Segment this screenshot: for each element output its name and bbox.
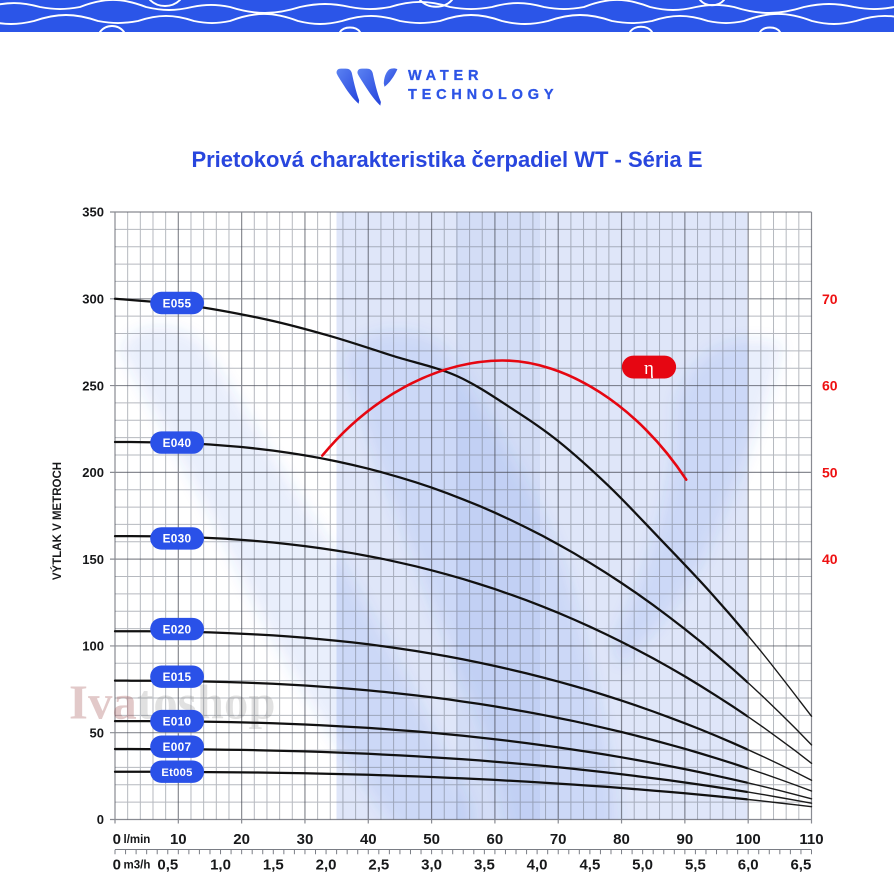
svg-text:E055: E055 bbox=[163, 296, 192, 310]
svg-text:250: 250 bbox=[82, 378, 104, 393]
svg-text:4,0: 4,0 bbox=[527, 856, 548, 873]
svg-text:E010: E010 bbox=[163, 714, 192, 728]
svg-text:200: 200 bbox=[82, 465, 104, 480]
svg-text:100: 100 bbox=[82, 639, 104, 654]
svg-text:300: 300 bbox=[82, 292, 104, 307]
svg-text:E015: E015 bbox=[163, 670, 192, 684]
svg-text:0: 0 bbox=[113, 831, 121, 848]
svg-text:50: 50 bbox=[423, 831, 440, 848]
svg-text:150: 150 bbox=[82, 552, 104, 567]
svg-text:5,0: 5,0 bbox=[632, 856, 653, 873]
svg-text:1,5: 1,5 bbox=[263, 856, 284, 873]
svg-text:η: η bbox=[644, 358, 654, 379]
svg-text:10: 10 bbox=[170, 831, 187, 848]
svg-text:0: 0 bbox=[97, 812, 104, 827]
svg-text:30: 30 bbox=[297, 831, 314, 848]
svg-text:3,0: 3,0 bbox=[421, 856, 442, 873]
svg-text:3,5: 3,5 bbox=[474, 856, 495, 873]
svg-text:4,5: 4,5 bbox=[579, 856, 600, 873]
svg-text:5,5: 5,5 bbox=[685, 856, 706, 873]
svg-text:0,5: 0,5 bbox=[157, 856, 178, 873]
svg-text:70: 70 bbox=[550, 831, 567, 848]
svg-text:350: 350 bbox=[82, 205, 104, 220]
svg-text:20: 20 bbox=[233, 831, 250, 848]
svg-text:70: 70 bbox=[822, 291, 838, 307]
svg-text:2,5: 2,5 bbox=[368, 856, 389, 873]
svg-text:40: 40 bbox=[822, 551, 838, 567]
svg-text:Et005: Et005 bbox=[161, 767, 192, 779]
svg-text:110: 110 bbox=[799, 831, 823, 848]
svg-text:6,0: 6,0 bbox=[738, 856, 759, 873]
svg-text:80: 80 bbox=[613, 831, 630, 848]
svg-text:l/min: l/min bbox=[124, 834, 151, 846]
svg-text:2,0: 2,0 bbox=[316, 856, 337, 873]
svg-text:60: 60 bbox=[487, 831, 504, 848]
svg-text:60: 60 bbox=[822, 378, 838, 394]
svg-text:6,5: 6,5 bbox=[790, 856, 811, 873]
svg-text:0: 0 bbox=[113, 856, 121, 873]
svg-text:1,0: 1,0 bbox=[210, 856, 231, 873]
svg-text:50: 50 bbox=[822, 464, 838, 480]
svg-text:VÝTLAK V METROCH: VÝTLAK V METROCH bbox=[51, 462, 64, 580]
svg-text:E007: E007 bbox=[163, 740, 192, 754]
svg-text:E040: E040 bbox=[163, 436, 192, 450]
svg-text:m3/h: m3/h bbox=[124, 859, 151, 871]
svg-text:40: 40 bbox=[360, 831, 377, 848]
svg-text:100: 100 bbox=[736, 831, 761, 848]
svg-text:E020: E020 bbox=[163, 622, 192, 636]
svg-text:50: 50 bbox=[90, 725, 104, 740]
svg-text:90: 90 bbox=[677, 831, 694, 848]
svg-text:E030: E030 bbox=[163, 532, 192, 546]
